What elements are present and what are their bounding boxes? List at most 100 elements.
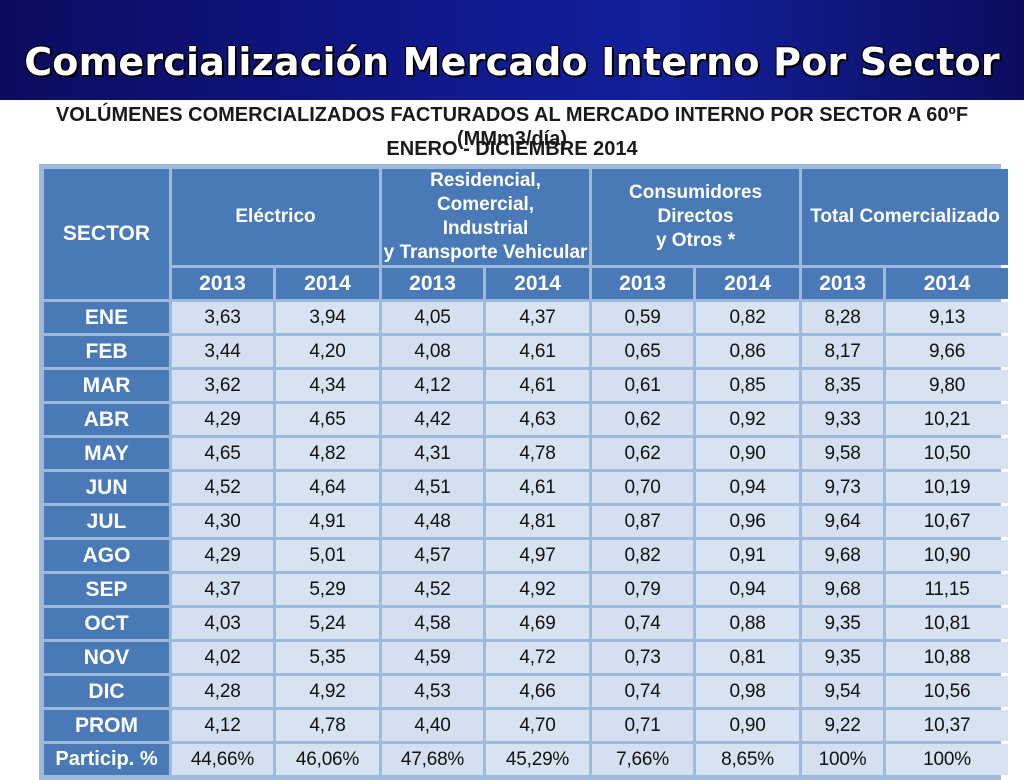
group-header-residencial: Residencial, Comercial, Industrial y Tra… [382,169,590,265]
table-row: OCT 4,03 5,24 4,58 4,69 0,74 0,88 9,35 10,81 [44,608,1009,639]
table-cell: 4,48 [382,506,484,537]
table-cell: 9,35 [802,608,884,639]
table-row: PROM 4,12 4,78 4,40 4,70 0,71 0,90 9,22 10,37 [44,710,1009,741]
table-cell: 10,88 [886,642,1009,673]
group-header-total: Total Comercializado [802,169,1009,265]
row-label: JUN [44,472,169,503]
table-cell: 4,61 [486,472,590,503]
table-cell: 3,44 [172,336,273,367]
table-cell: 4,72 [486,642,590,673]
row-label: ENE [44,302,169,333]
table-row: JUN 4,52 4,64 4,51 4,61 0,70 0,94 9,73 10,19 [44,472,1009,503]
row-label: MAY [44,438,169,469]
group-header-line: y Transporte Vehicular [383,242,588,263]
table-cell: 0,79 [592,574,694,605]
table-cell: 44,66% [172,744,273,775]
table-subtitle: VOLÚMENES COMERCIALIZADOS FACTURADOS AL … [55,104,969,150]
group-header-line: Residencial, Comercial, [430,170,541,215]
group-header-line: y Otros * [655,230,736,251]
title-banner [0,0,1024,100]
table-cell: 9,68 [802,540,884,571]
table-cell: 0,82 [696,302,800,333]
table-cell: 0,90 [696,438,800,469]
table-cell: 10,21 [886,404,1009,435]
table-cell: 8,65% [696,744,800,775]
table-cell: 10,56 [886,676,1009,707]
table-cell: 0,71 [592,710,694,741]
table-cell: 4,82 [276,438,380,469]
table-cell: 4,08 [382,336,484,367]
table-cell: 4,91 [276,506,380,537]
table-cell: 0,96 [696,506,800,537]
table-period: ENERO - DICIEMBRE 2014 [386,138,638,160]
table-cell: 0,91 [696,540,800,571]
table-cell: 47,68% [382,744,484,775]
table-cell: 4,65 [172,438,273,469]
table-cell: 5,29 [276,574,380,605]
year-header: 2014 [276,268,380,299]
row-label: JUL [44,506,169,537]
table-cell: 11,15 [886,574,1009,605]
table-cell: 100% [886,744,1009,775]
group-header-consumidores: Consumidores Directos y Otros * [592,169,800,265]
row-label: DIC [44,676,169,707]
table-cell: 9,64 [802,506,884,537]
table-row: DIC 4,28 4,92 4,53 4,66 0,74 0,98 9,54 10,56 [44,676,1009,707]
year-header: 2013 [592,268,694,299]
group-header-line: Consumidores Directos [629,182,763,227]
row-label: FEB [44,336,169,367]
table-cell: 3,63 [172,302,273,333]
table-cell: 0,74 [592,608,694,639]
table-cell: 4,53 [382,676,484,707]
table-cell: 0,62 [592,438,694,469]
table-row: AGO 4,29 5,01 4,57 4,97 0,82 0,91 9,68 10,90 [44,540,1009,571]
table-cell: 3,94 [276,302,380,333]
table-row: FEB 3,44 4,20 4,08 4,61 0,65 0,86 8,17 9,66 [44,336,1009,367]
table-cell: 0,81 [696,642,800,673]
sector-header: SECTOR [44,169,169,299]
table-cell: 4,92 [276,676,380,707]
table-cell: 4,52 [382,574,484,605]
table-cell: 100% [802,744,884,775]
table-cell: 8,35 [802,370,884,401]
table-cell: 4,12 [382,370,484,401]
table-cell: 9,80 [886,370,1009,401]
year-header: 2013 [382,268,484,299]
row-label: SEP [44,574,169,605]
table-cell: 5,01 [276,540,380,571]
table-cell: 4,61 [486,370,590,401]
table-cell: 10,50 [886,438,1009,469]
table-cell: 0,65 [592,336,694,367]
table-cell: 4,58 [382,608,484,639]
table-cell: 4,64 [276,472,380,503]
table-cell: 4,57 [382,540,484,571]
table-cell: 4,51 [382,472,484,503]
table-cell: 10,81 [886,608,1009,639]
table-cell: 0,87 [592,506,694,537]
table-cell: 4,02 [172,642,273,673]
table-cell: 0,94 [696,472,800,503]
table-cell: 9,35 [802,642,884,673]
table-cell: 9,73 [802,472,884,503]
table-cell: 9,58 [802,438,884,469]
table-cell: 4,70 [486,710,590,741]
table-cell: 4,40 [382,710,484,741]
group-header-line: Industrial [442,218,529,239]
table-cell: 0,94 [696,574,800,605]
group-header-electrico: Eléctrico [172,169,380,265]
table-cell: 4,81 [486,506,590,537]
table-cell: 4,52 [172,472,273,503]
table-cell: 4,12 [172,710,273,741]
table-cell: 0,90 [696,710,800,741]
table-cell: 0,61 [592,370,694,401]
table-row: MAR 3,62 4,34 4,12 4,61 0,61 0,85 8,35 9,80 [44,370,1009,401]
table-cell: 0,92 [696,404,800,435]
table-cell: 5,35 [276,642,380,673]
table-cell: 4,42 [382,404,484,435]
table-row: ABR 4,29 4,65 4,42 4,63 0,62 0,92 9,33 10,21 [44,404,1009,435]
table-row: Particip. % 44,66% 46,06% 47,68% 45,29% 7,66%… [44,744,1009,775]
table-cell: 4,37 [172,574,273,605]
table-cell: 0,98 [696,676,800,707]
table-cell: 9,54 [802,676,884,707]
table-cell: 4,92 [486,574,590,605]
